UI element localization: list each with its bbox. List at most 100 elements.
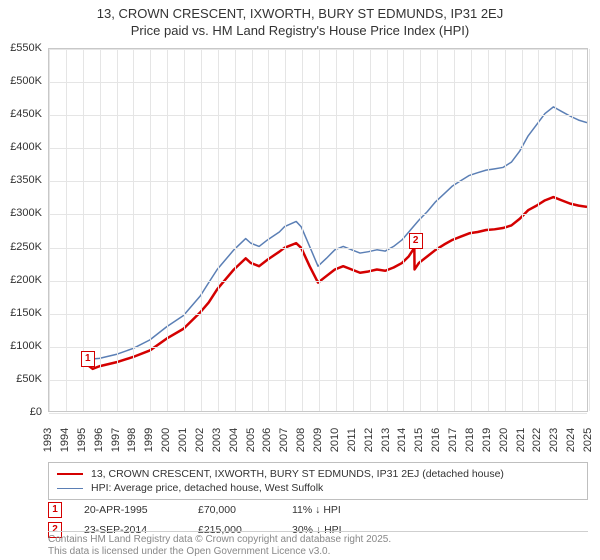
gridline-v <box>49 49 50 411</box>
gridline-v <box>235 49 236 411</box>
x-tick-label: 1998 <box>126 428 138 452</box>
legend-swatch <box>57 488 83 489</box>
sale-row-marker: 1 <box>48 502 62 518</box>
x-tick-label: 2001 <box>177 428 189 452</box>
license-line2: This data is licensed under the Open Gov… <box>48 546 588 558</box>
gridline-v <box>572 49 573 411</box>
y-tick-label: £250K <box>10 241 42 253</box>
gridline-v <box>387 49 388 411</box>
x-tick-label: 1995 <box>76 428 88 452</box>
legend-label: 13, CROWN CRESCENT, IXWORTH, BURY ST EDM… <box>91 468 504 480</box>
gridline-v <box>522 49 523 411</box>
gridline-v <box>505 49 506 411</box>
gridline-h <box>49 314 587 315</box>
plot-area: 12 <box>48 48 588 412</box>
gridline-h <box>49 82 587 83</box>
gridline-v <box>471 49 472 411</box>
gridline-v <box>488 49 489 411</box>
gridline-v <box>100 49 101 411</box>
gridline-v <box>302 49 303 411</box>
sale-row: 120-APR-1995£70,00011% ↓ HPI <box>48 500 588 520</box>
gridline-v <box>285 49 286 411</box>
chart-titles: 13, CROWN CRESCENT, IXWORTH, BURY ST EDM… <box>0 0 600 38</box>
gridline-v <box>353 49 354 411</box>
gridline-v <box>336 49 337 411</box>
x-tick-label: 2005 <box>245 428 257 452</box>
x-tick-label: 2024 <box>565 428 577 452</box>
y-tick-label: £500K <box>10 75 42 87</box>
gridline-v <box>252 49 253 411</box>
x-tick-label: 2009 <box>312 428 324 452</box>
x-tick-label: 2022 <box>531 428 543 452</box>
y-axis-labels: £0£50K£100K£150K£200K£250K£300K£350K£400… <box>0 48 46 412</box>
gridline-v <box>184 49 185 411</box>
x-tick-label: 1999 <box>143 428 155 452</box>
legend-label: HPI: Average price, detached house, West… <box>91 482 323 494</box>
gridline-h <box>49 281 587 282</box>
x-tick-label: 2015 <box>413 428 425 452</box>
gridline-v <box>319 49 320 411</box>
license-text: Contains HM Land Registry data © Crown c… <box>48 531 588 557</box>
gridline-h <box>49 181 587 182</box>
gridline-v <box>538 49 539 411</box>
y-tick-label: £450K <box>10 108 42 120</box>
gridline-h <box>49 115 587 116</box>
legend-swatch <box>57 473 83 475</box>
gridline-v <box>555 49 556 411</box>
x-tick-label: 2021 <box>515 428 527 452</box>
y-tick-label: £400K <box>10 141 42 153</box>
gridline-v <box>167 49 168 411</box>
sale-marker-2: 2 <box>409 233 423 249</box>
x-tick-label: 2006 <box>261 428 273 452</box>
x-tick-label: 2007 <box>278 428 290 452</box>
x-tick-label: 2016 <box>430 428 442 452</box>
x-tick-label: 2012 <box>363 428 375 452</box>
line-series-svg <box>49 49 587 411</box>
chart-container: 13, CROWN CRESCENT, IXWORTH, BURY ST EDM… <box>0 0 600 560</box>
x-tick-label: 1997 <box>110 428 122 452</box>
x-tick-label: 2020 <box>498 428 510 452</box>
gridline-v <box>268 49 269 411</box>
x-tick-label: 1993 <box>42 428 54 452</box>
chart-title-sub: Price paid vs. HM Land Registry's House … <box>0 23 600 38</box>
x-tick-label: 2008 <box>295 428 307 452</box>
x-tick-label: 2018 <box>464 428 476 452</box>
gridline-v <box>370 49 371 411</box>
gridline-v <box>150 49 151 411</box>
y-tick-label: £350K <box>10 174 42 186</box>
x-tick-label: 2017 <box>447 428 459 452</box>
x-tick-label: 2003 <box>211 428 223 452</box>
x-tick-label: 1994 <box>59 428 71 452</box>
gridline-h <box>49 347 587 348</box>
y-tick-label: £100K <box>10 340 42 352</box>
sale-row-date: 20-APR-1995 <box>84 504 176 516</box>
x-tick-label: 2004 <box>228 428 240 452</box>
x-tick-label: 2014 <box>396 428 408 452</box>
gridline-h <box>49 380 587 381</box>
gridline-v <box>66 49 67 411</box>
x-tick-label: 2010 <box>329 428 341 452</box>
x-tick-label: 2025 <box>582 428 594 452</box>
gridline-h <box>49 49 587 50</box>
y-tick-label: £300K <box>10 207 42 219</box>
y-tick-label: £0 <box>30 406 42 418</box>
gridline-v <box>437 49 438 411</box>
x-tick-label: 2013 <box>380 428 392 452</box>
legend-box: 13, CROWN CRESCENT, IXWORTH, BURY ST EDM… <box>48 462 588 500</box>
gridline-v <box>403 49 404 411</box>
series-address_price <box>88 197 587 369</box>
gridline-h <box>49 248 587 249</box>
x-tick-label: 1996 <box>93 428 105 452</box>
gridline-v <box>454 49 455 411</box>
series-hpi <box>83 107 587 360</box>
x-tick-label: 2011 <box>346 428 358 452</box>
y-tick-label: £550K <box>10 42 42 54</box>
x-tick-label: 2002 <box>194 428 206 452</box>
gridline-v <box>218 49 219 411</box>
x-tick-label: 2023 <box>548 428 560 452</box>
gridline-v <box>117 49 118 411</box>
gridline-v <box>589 49 590 411</box>
sale-row-delta: 11% ↓ HPI <box>292 504 341 516</box>
sale-marker-1: 1 <box>81 351 95 367</box>
chart-title-main: 13, CROWN CRESCENT, IXWORTH, BURY ST EDM… <box>0 6 600 21</box>
